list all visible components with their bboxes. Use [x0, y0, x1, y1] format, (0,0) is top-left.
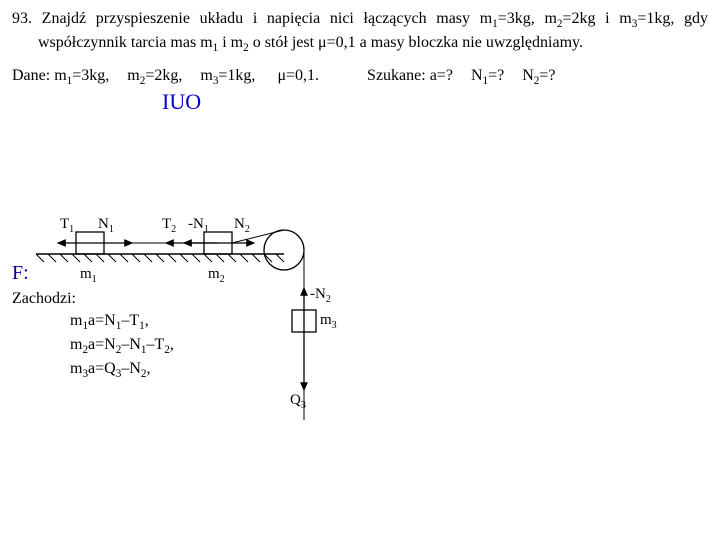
iuo-label: IUO — [162, 89, 708, 115]
problem-statement: 93. Znajdź przyspieszenie układu i napię… — [12, 8, 708, 57]
given-sought-row: Dane: m1=3kg, m2=2kg, m3=1kg, μ=0,1. Szu… — [12, 67, 708, 87]
lbl-mN1: -N1 — [188, 216, 209, 235]
lbl-Q3: Q3 — [290, 392, 306, 411]
dane-label: Dane: — [12, 67, 50, 84]
lbl-m2: m2 — [208, 266, 225, 285]
lbl-m1: m1 — [80, 266, 97, 285]
problem-number: 93. — [12, 10, 32, 27]
lbl-mN2: -N2 — [310, 286, 331, 305]
physics-diagram: T1 N1 T2 -N1 N2 m1 m2 -N2 m3 Q3 — [36, 190, 396, 450]
szukane-label: Szukane: — [367, 67, 426, 84]
lbl-N2: N2 — [234, 216, 250, 235]
lbl-m3: m3 — [320, 312, 337, 331]
lbl-T2: T2 — [162, 216, 176, 235]
lbl-T1: T1 — [60, 216, 74, 235]
f-label: F: — [12, 262, 29, 285]
